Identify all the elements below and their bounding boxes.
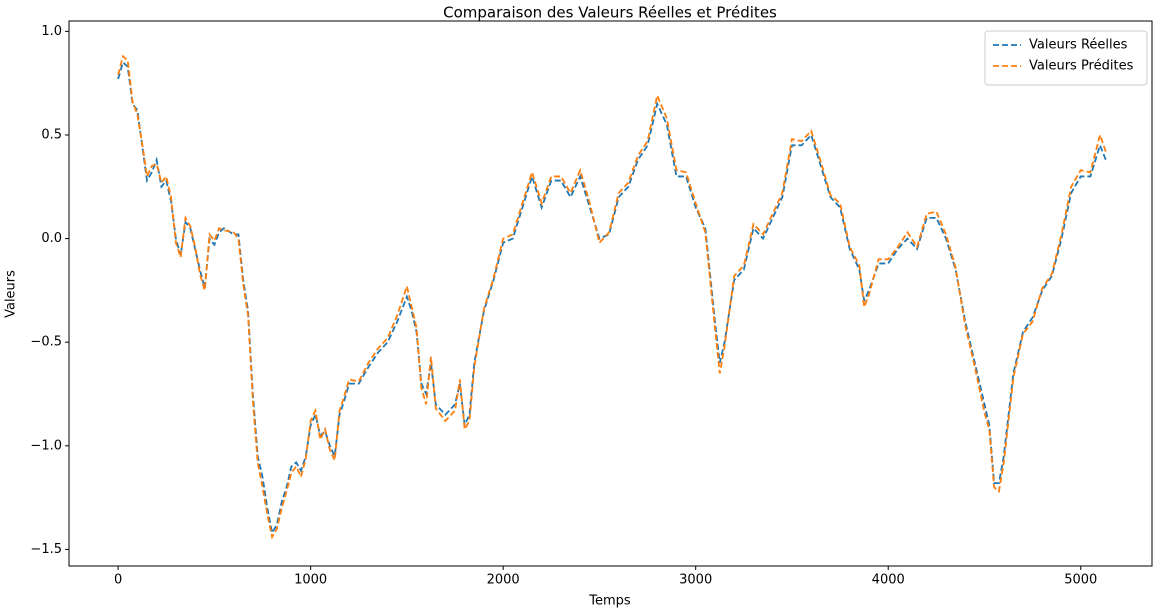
y-tick-label: 0.0 (41, 231, 62, 246)
y-tick-label: −0.5 (30, 335, 62, 350)
x-tick-label: 2000 (487, 573, 520, 588)
x-tick-label: 4000 (872, 573, 905, 588)
chart-title: Comparaison des Valeurs Réelles et Prédi… (443, 4, 777, 22)
y-tick-label: 0.5 (41, 127, 62, 142)
legend-label: Valeurs Prédites (1029, 59, 1134, 74)
legend-label: Valeurs Réelles (1029, 38, 1128, 53)
y-tick-label: −1.0 (30, 438, 62, 453)
legend-box (984, 30, 1148, 86)
plot-frame (68, 20, 1153, 567)
x-tick-label: 5000 (1064, 573, 1097, 588)
x-tick-label: 3000 (679, 573, 712, 588)
y-axis-label: Valeurs (4, 270, 19, 318)
y-tick-label: −1.5 (30, 542, 62, 557)
x-tick-label: 1000 (294, 573, 327, 588)
y-tick-label: 1.0 (41, 24, 62, 39)
x-tick-label: 0 (114, 573, 122, 588)
x-axis-label: Temps (588, 594, 631, 609)
data-line (117, 54, 1107, 540)
